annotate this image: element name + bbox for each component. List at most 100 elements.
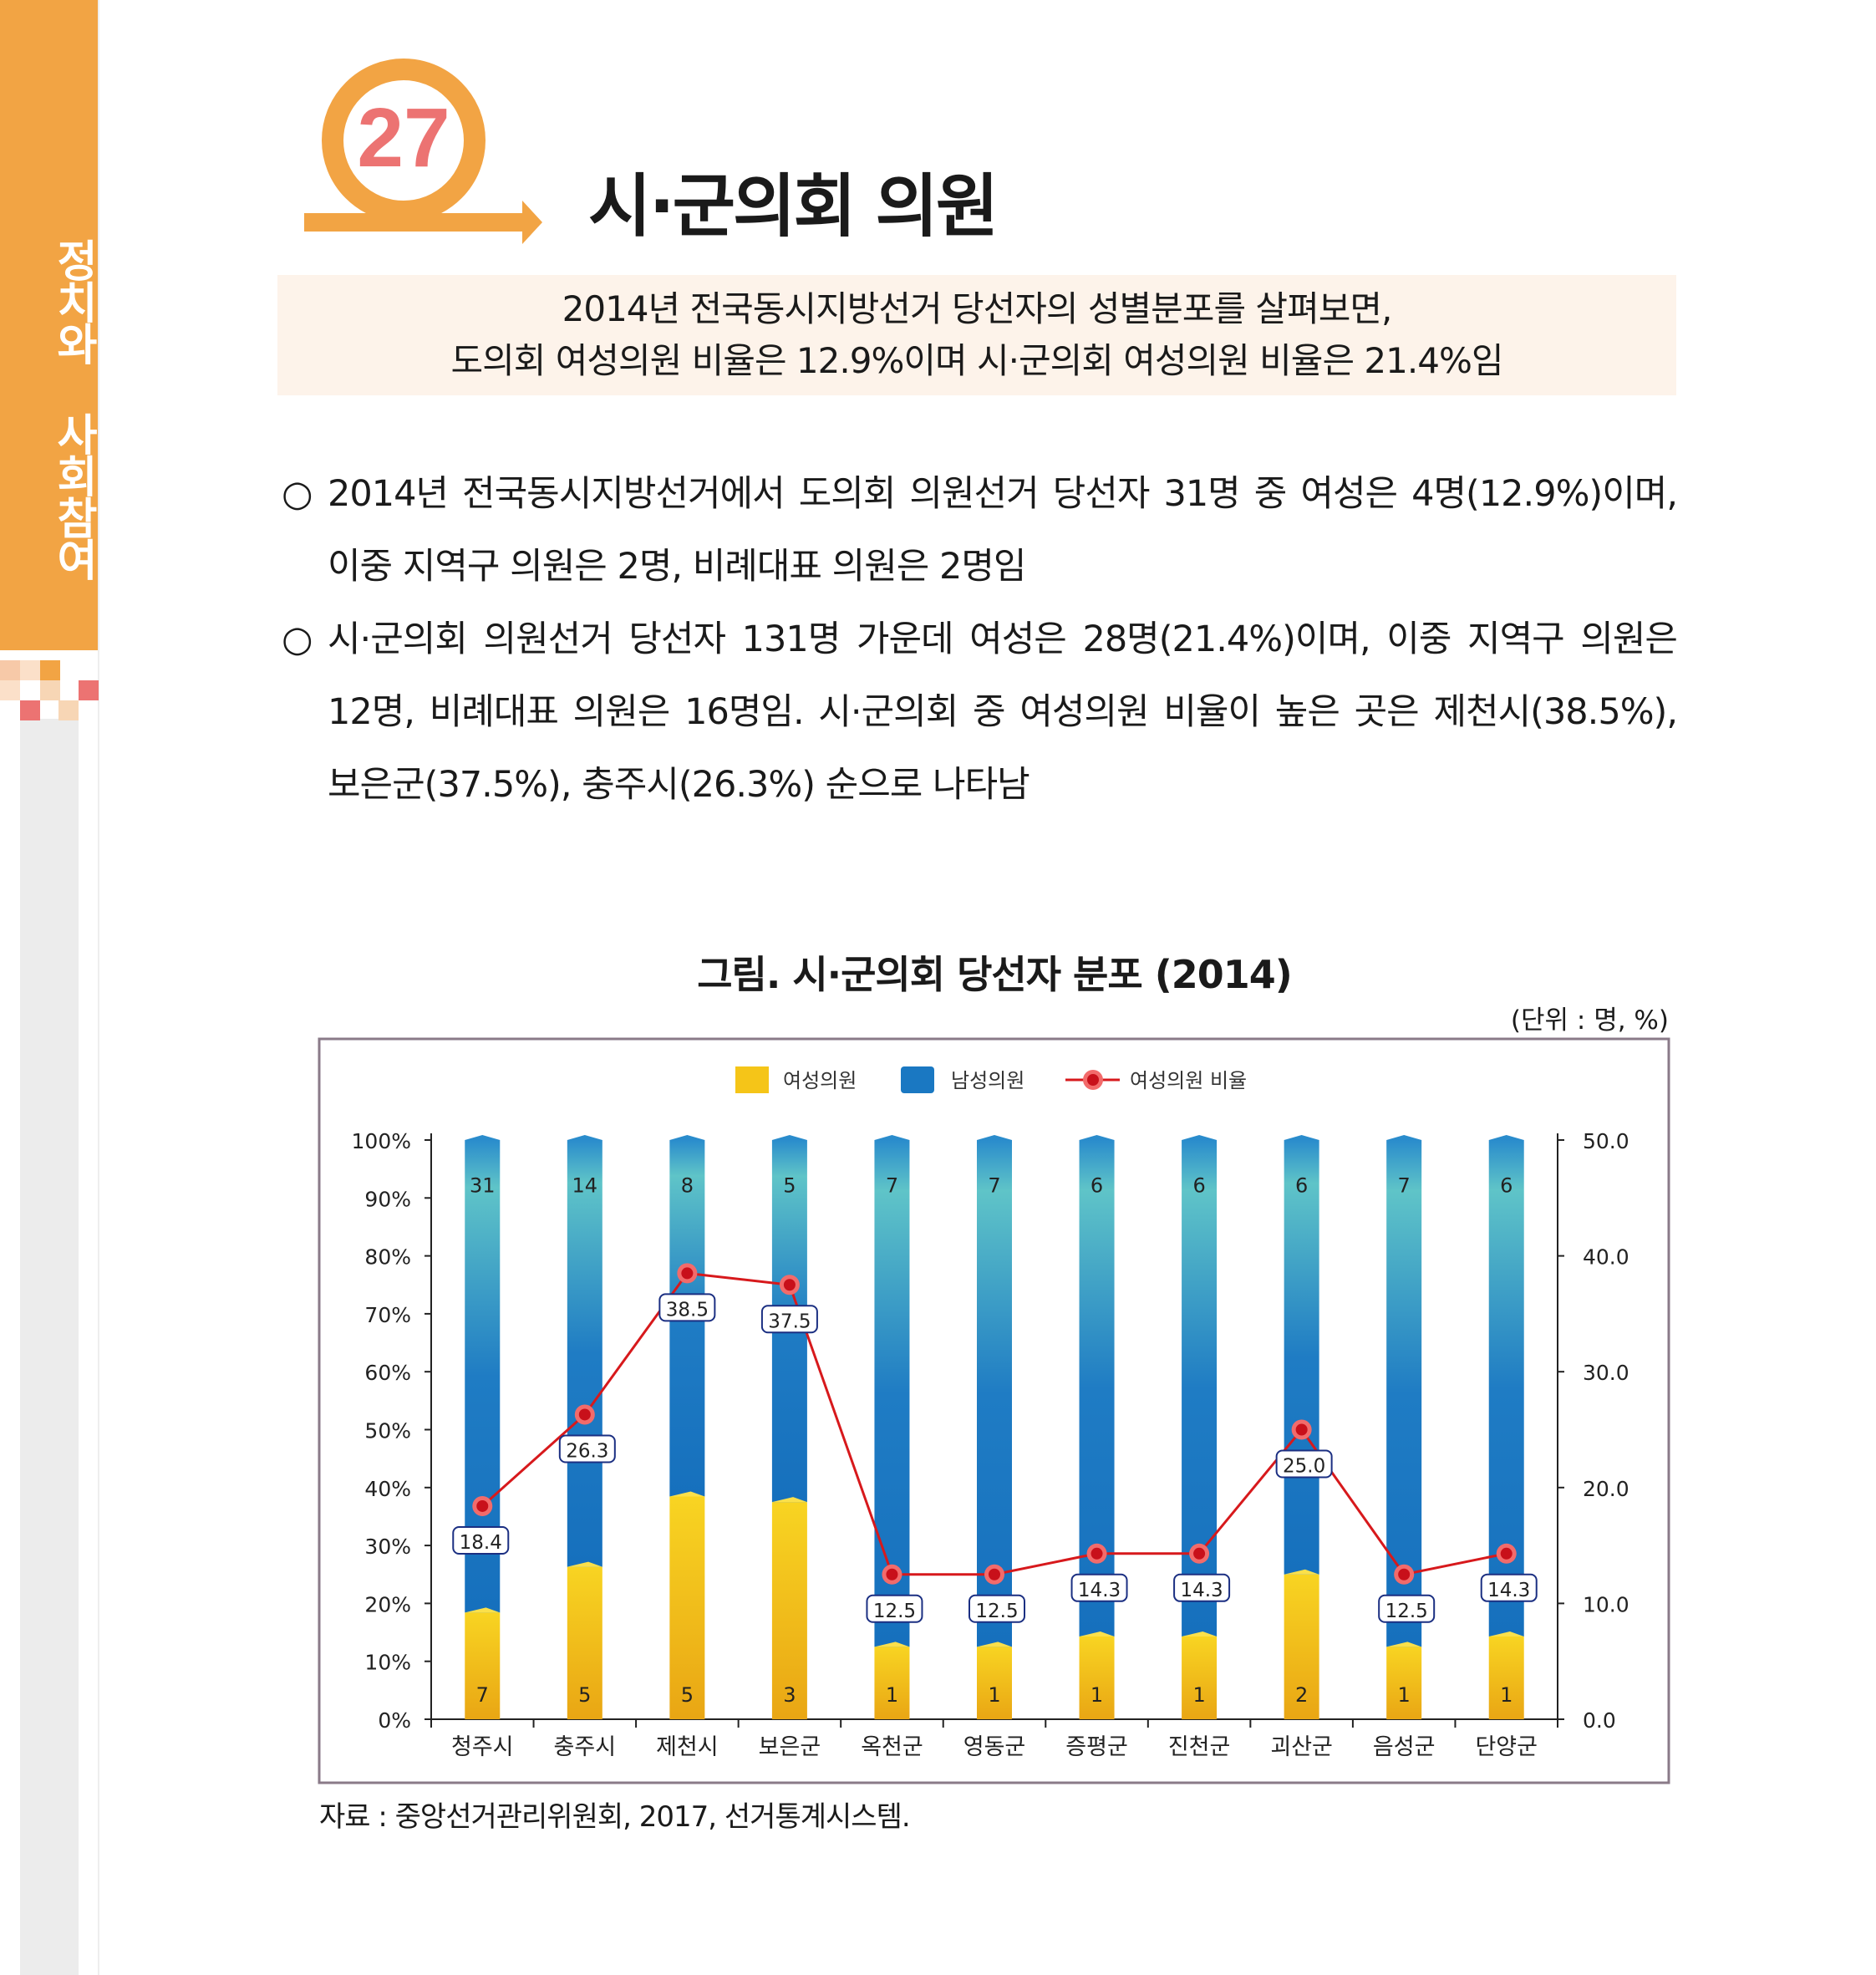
category-label: 영동군: [963, 1734, 1026, 1760]
category-label: 단양군: [1475, 1734, 1538, 1760]
female-bar: [669, 1496, 705, 1719]
source-note: 자료 : 중앙선거관리위원회, 2017, 선거통계시스템.: [319, 1800, 911, 1834]
male-count-label: 7: [1398, 1173, 1411, 1197]
legend-male-label: 남성의원: [951, 1069, 1024, 1092]
bar-cap: [567, 1135, 602, 1140]
legend-ratio-label: 여성의원 비율: [1130, 1069, 1247, 1092]
ratio-label-box: [658, 1293, 716, 1322]
bar-cap: [669, 1135, 705, 1140]
female-bar-cap: [1079, 1631, 1115, 1637]
ratio-point-core: [1193, 1547, 1206, 1560]
summary-line: 2014년 전국동시지방선거 당선자의 성별분포를 살펴보면,: [562, 288, 1393, 329]
legend: 여성의원 남성의원 여성의원 비율: [735, 1066, 1247, 1093]
female-count-label: 1: [1091, 1683, 1103, 1707]
female-bar: [1488, 1637, 1524, 1719]
ratio-label-box: [969, 1594, 1025, 1623]
unit-label: (단위 : 명, %): [1510, 1005, 1669, 1036]
ratio-label: 14.3: [1078, 1580, 1121, 1601]
decor-pixel: [58, 700, 79, 720]
male-bar: [1386, 1140, 1422, 1647]
left-tick-label: 100%: [352, 1129, 411, 1153]
ratio-point-core: [578, 1408, 591, 1421]
bar-cap: [874, 1135, 910, 1140]
female-bar: [874, 1647, 910, 1719]
bar-cap: [1182, 1135, 1218, 1140]
left-tick-label: 90%: [364, 1187, 411, 1211]
ratio-label-box: [1275, 1449, 1333, 1479]
male-count-label: 6: [1091, 1173, 1103, 1197]
female-bar-cap: [669, 1491, 705, 1497]
female-bar-cap: [1386, 1642, 1422, 1647]
female-bar-cap: [465, 1607, 501, 1613]
male-count-label: 6: [1192, 1173, 1205, 1197]
ratio-label: 37.5: [768, 1311, 811, 1332]
right-tick-label: 50.0: [1583, 1129, 1629, 1153]
ratio-label-box: [760, 1305, 818, 1334]
legend-female-icon: [735, 1066, 769, 1093]
ratio-point-core: [1091, 1547, 1103, 1560]
category-label: 증평군: [1065, 1734, 1128, 1760]
left-tick-label: 20%: [364, 1592, 411, 1616]
decor-pixel: [20, 700, 40, 720]
female-bar: [1079, 1637, 1115, 1719]
male-count-label: 8: [681, 1173, 694, 1197]
ratio-point-core: [1295, 1423, 1308, 1436]
female-count-label: 2: [1295, 1683, 1308, 1707]
category-label: 제천시: [656, 1734, 719, 1760]
female-count-label: 1: [988, 1683, 1000, 1707]
male-count-label: 31: [470, 1173, 496, 1197]
ratio-label: 26.3: [566, 1440, 608, 1462]
category-label: 괴산군: [1270, 1734, 1333, 1760]
male-count-label: 7: [886, 1173, 898, 1197]
male-count-label: 6: [1295, 1173, 1308, 1197]
decor-pixel: [40, 680, 60, 700]
category-label: 보은군: [759, 1734, 821, 1760]
right-tick-label: 20.0: [1583, 1477, 1629, 1501]
bar-cap: [1488, 1135, 1524, 1140]
female-count-label: 1: [1192, 1683, 1205, 1707]
ratio-label-box: [1173, 1573, 1231, 1602]
summary-box: 2014년 전국동시지방선거 당선자의 성별분포를 살펴보면, 도의회 여성의원…: [277, 275, 1676, 395]
right-tick-label: 40.0: [1583, 1245, 1629, 1270]
bullet-text: 2014년 전국동시지방선거에서 도의회 의원선거 당선자 31명 중 여성은 …: [328, 473, 1678, 515]
female-count-label: 7: [476, 1683, 489, 1707]
category-label: 청주시: [451, 1734, 514, 1760]
bar-cap: [1284, 1135, 1319, 1140]
bar-cap: [771, 1135, 807, 1140]
arrow-icon: [304, 213, 526, 232]
male-count-label: 14: [572, 1173, 598, 1197]
category-label: 진천군: [1168, 1734, 1231, 1760]
male-count-label: 5: [783, 1173, 796, 1197]
female-bar: [567, 1566, 602, 1719]
left-tick-label: 40%: [364, 1477, 411, 1501]
ratio-label: 38.5: [666, 1299, 709, 1321]
ratio-label: 14.3: [1180, 1580, 1223, 1601]
ratio-point-core: [681, 1267, 694, 1280]
female-bar: [977, 1647, 1012, 1719]
right-tick-label: 30.0: [1583, 1361, 1629, 1385]
summary-line: 도의회 여성의원 비율은 12.9%이며 시·군의회 여성의원 비율은 21.4…: [450, 340, 1503, 381]
decor-pixel: [40, 660, 60, 680]
male-bar: [1284, 1140, 1319, 1575]
female-bar: [771, 1502, 807, 1719]
ratio-label: 18.4: [460, 1532, 502, 1554]
female-bar: [1284, 1574, 1319, 1719]
ratio-label: 12.5: [1385, 1601, 1428, 1622]
bullet-item: ○ 2014년 전국동시지방선거에서 도의회 의원선거 당선자 31명 중 여성은…: [282, 458, 1678, 603]
right-tick-label: 0.0: [1583, 1708, 1616, 1733]
bullet-text: 12명, 비례대표 의원은 16명임. 시·군의회 중 여성의원 비율이 높은 …: [328, 691, 1678, 733]
decor-pixel: [0, 680, 20, 700]
ratio-label: 12.5: [975, 1601, 1018, 1622]
ratio-point-core: [886, 1568, 898, 1581]
female-count-label: 5: [681, 1683, 694, 1707]
ratio-point-core: [783, 1279, 796, 1291]
bullet-text: 이중 지역구 의원은 2명, 비례대표 의원은 2명임: [328, 546, 1026, 588]
section-number: 27: [357, 91, 450, 185]
left-tick-label: 60%: [364, 1361, 411, 1385]
ratio-label: 25.0: [1283, 1456, 1325, 1478]
bullet-circle-icon: ○: [282, 473, 313, 515]
ratio-label-box: [866, 1594, 923, 1623]
ratio-label-box: [1480, 1573, 1538, 1602]
ratio-point-core: [1500, 1547, 1512, 1560]
ratio-label-box: [1378, 1594, 1436, 1623]
